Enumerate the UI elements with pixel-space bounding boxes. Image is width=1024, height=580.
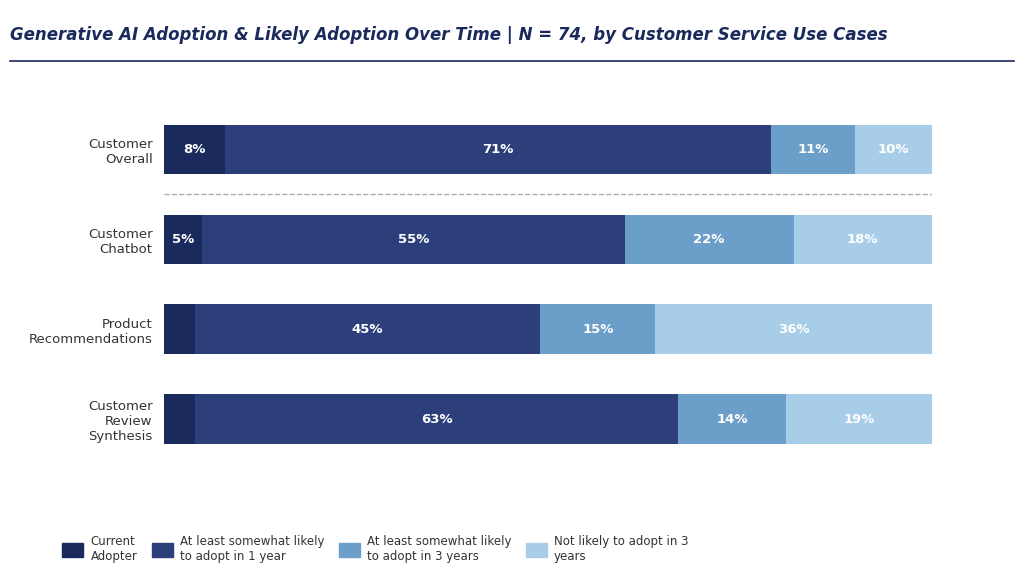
Bar bbox=[195, 394, 678, 444]
Text: 71%: 71% bbox=[482, 143, 514, 156]
Text: 45%: 45% bbox=[351, 322, 383, 336]
Bar bbox=[195, 304, 541, 354]
Text: 63%: 63% bbox=[421, 412, 453, 426]
Text: 18%: 18% bbox=[847, 233, 879, 246]
Text: 11%: 11% bbox=[797, 143, 828, 156]
Text: 22%: 22% bbox=[693, 233, 725, 246]
Bar bbox=[164, 394, 195, 444]
Bar bbox=[164, 304, 195, 354]
Legend: Current
Adopter, At least somewhat likely
to adopt in 1 year, At least somewhat : Current Adopter, At least somewhat likel… bbox=[62, 535, 688, 563]
Text: Generative AI Adoption & Likely Adoption Over Time | N = 74, by Customer Service: Generative AI Adoption & Likely Adoption… bbox=[10, 26, 888, 44]
Text: 14%: 14% bbox=[717, 412, 748, 426]
Bar bbox=[164, 215, 203, 264]
Text: 19%: 19% bbox=[843, 412, 874, 426]
Text: 8%: 8% bbox=[183, 143, 206, 156]
Bar bbox=[625, 215, 794, 264]
Bar bbox=[855, 125, 932, 174]
Bar bbox=[164, 125, 225, 174]
Bar bbox=[786, 394, 932, 444]
Bar bbox=[225, 125, 770, 174]
Text: 10%: 10% bbox=[878, 143, 909, 156]
Text: 36%: 36% bbox=[778, 322, 809, 336]
Bar bbox=[678, 394, 786, 444]
Text: 15%: 15% bbox=[582, 322, 613, 336]
Bar bbox=[771, 125, 855, 174]
Bar bbox=[794, 215, 932, 264]
Bar bbox=[203, 215, 625, 264]
Bar bbox=[655, 304, 932, 354]
Bar bbox=[541, 304, 655, 354]
Text: 55%: 55% bbox=[397, 233, 429, 246]
Text: 5%: 5% bbox=[172, 233, 195, 246]
